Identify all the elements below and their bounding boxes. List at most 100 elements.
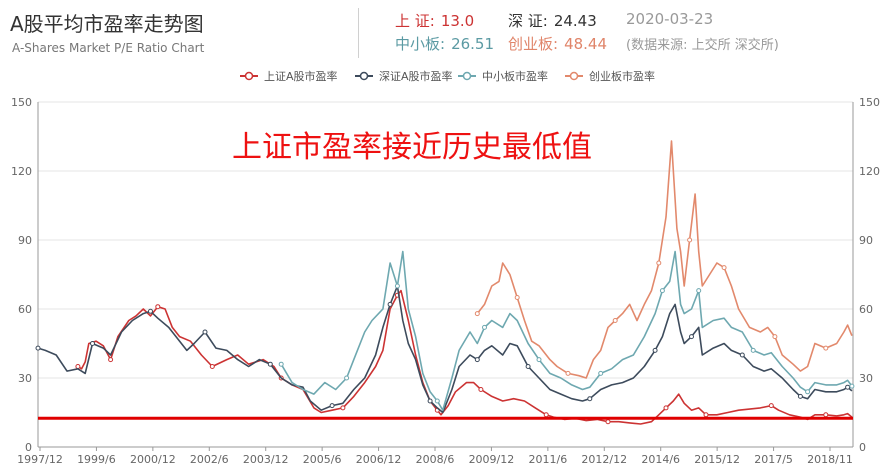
y-tick-label-left: 0 <box>25 441 32 454</box>
data-point <box>656 260 662 266</box>
legend-item-label: 上证A股市盈率 <box>264 69 338 83</box>
x-tick-label: 2014/6 <box>641 453 680 466</box>
data-point <box>772 334 778 340</box>
y-tick-label-right: 60 <box>859 303 873 316</box>
data-point <box>823 345 829 351</box>
stat-shanghai: 上 证: 13.0 <box>395 10 474 31</box>
data-point <box>340 405 346 411</box>
stat-shanghai-label: 上 证: <box>395 12 435 30</box>
x-tick-label: 2005/6 <box>303 453 342 466</box>
data-point <box>750 347 756 353</box>
series-line-2 <box>280 250 853 411</box>
data-point <box>267 361 273 367</box>
stat-shenzhen-label: 深 证: <box>508 12 548 30</box>
data-point <box>35 345 41 351</box>
stat-chinext-label: 创业板: <box>508 35 559 53</box>
x-tick-label: 2003/12 <box>243 453 289 466</box>
x-tick-label: 2002/6 <box>190 453 229 466</box>
stat-chinext-value: 48.44 <box>564 35 608 53</box>
data-point <box>768 403 774 409</box>
legend-item-label: 深证A股市盈率 <box>379 69 453 83</box>
page-title: A股平均市盈率走势图 <box>10 12 204 36</box>
data-point <box>209 364 215 369</box>
data-point <box>797 393 803 399</box>
data-point <box>434 398 440 404</box>
x-tick-label: 2011/6 <box>529 453 568 466</box>
data-point <box>482 324 487 330</box>
data-point <box>427 398 433 404</box>
stat-shenzhen-value: 24.43 <box>553 12 597 30</box>
header-divider <box>358 8 359 58</box>
chart-annotation: 上证市盈率接近历史最低值 <box>232 130 592 165</box>
stat-date: 2020-03-23 <box>626 10 714 28</box>
legend-swatch-marker <box>569 71 579 81</box>
data-point <box>278 361 284 367</box>
data-point <box>721 265 727 271</box>
page-subtitle: A-Shares Market P/E Ratio Chart <box>12 41 205 55</box>
data-point <box>75 364 81 369</box>
x-tick-label: 1997/12 <box>17 453 63 466</box>
x-tick-label: 2017/5 <box>754 453 793 466</box>
data-point <box>90 341 95 346</box>
data-point <box>474 357 480 363</box>
data-point <box>849 383 855 389</box>
data-point <box>663 405 669 411</box>
data-point <box>823 412 829 418</box>
data-point <box>739 352 745 358</box>
data-point <box>474 311 480 317</box>
stat-sme-label: 中小板: <box>395 35 446 53</box>
y-tick-label-left: 120 <box>11 165 32 178</box>
data-point <box>612 318 618 323</box>
stat-sme: 中小板: 26.51 <box>395 33 494 54</box>
y-tick-label-right: 0 <box>859 441 866 454</box>
data-point <box>587 396 593 402</box>
legend-item-label: 创业板市盈率 <box>589 69 655 83</box>
data-point <box>525 364 531 369</box>
y-tick-label-right: 30 <box>859 372 873 385</box>
stat-shanghai-value: 13.0 <box>440 12 475 30</box>
series-line-3 <box>476 140 853 379</box>
legend-item-label: 中小板市盈率 <box>482 69 548 83</box>
data-point <box>652 347 658 353</box>
data-point <box>565 370 571 376</box>
stat-sme-value: 26.51 <box>451 35 495 53</box>
x-tick-label: 1999/6 <box>77 453 116 466</box>
y-tick-label-right: 150 <box>859 96 880 109</box>
data-point <box>845 384 851 390</box>
data-point <box>148 308 153 314</box>
series-line-1 <box>37 285 853 414</box>
x-tick-label: 2015/12 <box>694 453 740 466</box>
data-point <box>605 419 611 425</box>
data-point <box>598 370 604 376</box>
data-point <box>394 283 400 289</box>
y-tick-label-left: 30 <box>18 372 32 385</box>
data-point <box>329 403 335 409</box>
data-point <box>514 295 520 300</box>
data-point <box>478 387 484 392</box>
data-point <box>703 412 709 418</box>
data-point <box>543 412 549 418</box>
data-point <box>387 301 393 307</box>
stat-chinext: 创业板: 48.44 <box>508 33 607 54</box>
legend-swatch-marker <box>244 71 254 81</box>
y-tick-label-left: 150 <box>11 96 32 109</box>
legend-swatch-marker <box>359 71 369 81</box>
x-tick-label: 2000/12 <box>130 453 176 466</box>
data-source: (数据来源: 上交所 深交所) <box>626 38 779 53</box>
data-point <box>687 237 693 243</box>
y-tick-label-right: 120 <box>859 165 880 178</box>
data-point <box>696 288 702 294</box>
data-point <box>202 329 208 335</box>
data-point <box>344 375 350 381</box>
y-tick-label-right: 90 <box>859 234 873 247</box>
y-tick-label-left: 90 <box>18 234 32 247</box>
x-tick-label: 2009/12 <box>469 453 515 466</box>
x-tick-label: 2018/11 <box>807 453 853 466</box>
x-tick-label: 2012/12 <box>581 453 627 466</box>
data-point <box>805 389 811 395</box>
x-tick-label: 2008/6 <box>416 453 455 466</box>
y-tick-label-left: 60 <box>18 303 32 316</box>
data-point <box>689 334 694 340</box>
